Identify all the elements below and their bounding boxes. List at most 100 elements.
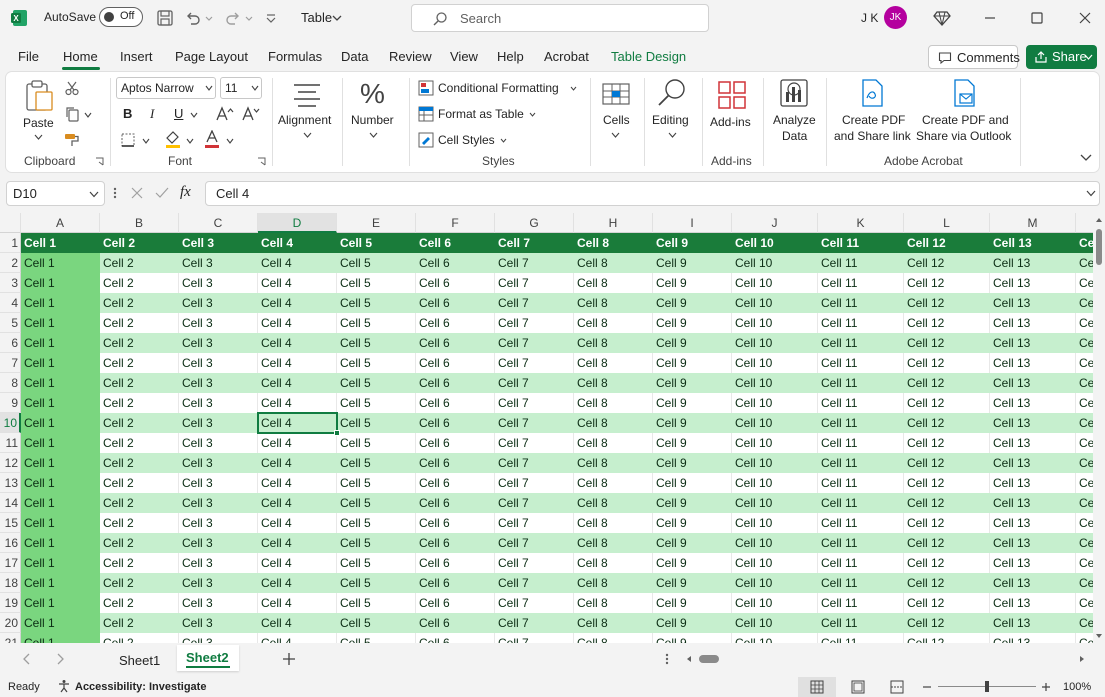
cut-icon[interactable] <box>64 80 80 96</box>
fill-handle[interactable] <box>334 430 340 436</box>
table-cell[interactable]: Cell 3 <box>179 373 258 393</box>
table-cell[interactable]: Cell 10 <box>732 513 818 533</box>
table-cell[interactable]: Cell 1 <box>21 353 100 373</box>
table-cell[interactable]: Cell 8 <box>574 333 653 353</box>
table-cell[interactable]: Cell 8 <box>574 473 653 493</box>
table-cell[interactable]: Cell 14 <box>1076 253 1093 273</box>
table-cell[interactable]: Cell 1 <box>21 333 100 353</box>
table-cell[interactable]: Cell 1 <box>21 513 100 533</box>
table-cell[interactable]: Cell 5 <box>337 253 416 273</box>
row-header[interactable]: 20 <box>0 613 21 633</box>
table-cell[interactable]: Cell 5 <box>337 353 416 373</box>
column-header-n[interactable]: N <box>1076 213 1093 233</box>
table-cell[interactable]: Cell 6 <box>416 473 495 493</box>
row-header[interactable]: 18 <box>0 573 21 593</box>
zoom-slider-thumb[interactable] <box>985 681 989 692</box>
table-cell[interactable]: Cell 5 <box>337 513 416 533</box>
table-cell[interactable]: Cell 7 <box>495 573 574 593</box>
increase-font-size-icon[interactable] <box>216 106 234 122</box>
table-cell[interactable]: Cell 11 <box>818 613 904 633</box>
table-header-cell[interactable]: Cell 12 <box>904 233 990 253</box>
table-cell[interactable]: Cell 10 <box>732 633 818 643</box>
tab-help[interactable]: Help <box>497 49 524 64</box>
table-cell[interactable]: Cell 5 <box>337 393 416 413</box>
column-header-f[interactable]: F <box>416 213 495 233</box>
editing-button[interactable]: Editing <box>650 76 696 148</box>
search-box[interactable]: Search <box>411 4 709 32</box>
table-cell[interactable]: Cell 4 <box>258 413 337 433</box>
table-cell[interactable]: Cell 9 <box>653 613 732 633</box>
table-cell[interactable]: Cell 1 <box>21 433 100 453</box>
table-cell[interactable]: Cell 10 <box>732 613 818 633</box>
table-cell[interactable]: Cell 12 <box>904 253 990 273</box>
table-header-cell[interactable]: Cell 14 <box>1076 233 1093 253</box>
table-cell[interactable]: Cell 8 <box>574 573 653 593</box>
autosave-toggle[interactable]: Off <box>99 7 143 27</box>
table-cell[interactable]: Cell 9 <box>653 253 732 273</box>
table-cell[interactable]: Cell 13 <box>990 473 1076 493</box>
table-cell[interactable]: Cell 8 <box>574 533 653 553</box>
column-header-k[interactable]: K <box>818 213 904 233</box>
table-cell[interactable]: Cell 12 <box>904 333 990 353</box>
row-header[interactable]: 13 <box>0 473 21 493</box>
table-cell[interactable]: Cell 12 <box>904 573 990 593</box>
table-header-cell[interactable]: Cell 13 <box>990 233 1076 253</box>
table-cell[interactable]: Cell 1 <box>21 373 100 393</box>
table-cell[interactable]: Cell 4 <box>258 533 337 553</box>
table-cell[interactable]: Cell 3 <box>179 473 258 493</box>
row-header[interactable]: 4 <box>0 293 21 313</box>
table-cell[interactable]: Cell 10 <box>732 333 818 353</box>
table-cell[interactable]: Cell 11 <box>818 513 904 533</box>
table-cell[interactable]: Cell 10 <box>732 553 818 573</box>
table-header-cell[interactable]: Cell 9 <box>653 233 732 253</box>
table-cell[interactable]: Cell 11 <box>818 493 904 513</box>
table-header-cell[interactable]: Cell 4 <box>258 233 337 253</box>
table-cell[interactable]: Cell 13 <box>990 633 1076 643</box>
close-icon[interactable] <box>1076 9 1094 27</box>
sheet-options-icon[interactable] <box>664 652 670 666</box>
undo-dropdown-icon[interactable] <box>204 9 214 27</box>
table-header-cell[interactable]: Cell 8 <box>574 233 653 253</box>
table-cell[interactable]: Cell 1 <box>21 273 100 293</box>
table-cell[interactable]: Cell 3 <box>179 433 258 453</box>
fill-color-icon[interactable] <box>164 130 182 148</box>
table-cell[interactable]: Cell 14 <box>1076 393 1093 413</box>
table-cell[interactable]: Cell 3 <box>179 513 258 533</box>
table-cell[interactable]: Cell 7 <box>495 553 574 573</box>
table-cell[interactable]: Cell 7 <box>495 433 574 453</box>
table-cell[interactable]: Cell 12 <box>904 593 990 613</box>
table-cell[interactable]: Cell 5 <box>337 313 416 333</box>
table-cell[interactable]: Cell 4 <box>258 333 337 353</box>
redo-dropdown-icon[interactable] <box>244 9 254 27</box>
table-cell[interactable]: Cell 12 <box>904 613 990 633</box>
table-cell[interactable]: Cell 6 <box>416 313 495 333</box>
table-cell[interactable]: Cell 13 <box>990 273 1076 293</box>
table-header-cell[interactable]: Cell 7 <box>495 233 574 253</box>
table-cell[interactable]: Cell 10 <box>732 413 818 433</box>
table-cell[interactable]: Cell 7 <box>495 633 574 643</box>
table-cell[interactable]: Cell 1 <box>21 553 100 573</box>
vertical-scrollbar[interactable] <box>1093 213 1105 643</box>
table-cell[interactable]: Cell 13 <box>990 453 1076 473</box>
tab-insert[interactable]: Insert <box>120 49 153 64</box>
table-header-cell[interactable]: Cell 10 <box>732 233 818 253</box>
table-cell[interactable]: Cell 14 <box>1076 533 1093 553</box>
table-cell[interactable]: Cell 9 <box>653 573 732 593</box>
table-cell[interactable]: Cell 4 <box>258 453 337 473</box>
row-header[interactable]: 7 <box>0 353 21 373</box>
table-cell[interactable]: Cell 14 <box>1076 313 1093 333</box>
table-header-cell[interactable]: Cell 1 <box>21 233 100 253</box>
row-header[interactable]: 11 <box>0 433 21 453</box>
table-cell[interactable]: Cell 9 <box>653 273 732 293</box>
table-cell[interactable]: Cell 13 <box>990 353 1076 373</box>
table-cell[interactable]: Cell 10 <box>732 533 818 553</box>
table-cell[interactable]: Cell 14 <box>1076 493 1093 513</box>
table-cell[interactable]: Cell 7 <box>495 513 574 533</box>
table-cell[interactable]: Cell 4 <box>258 473 337 493</box>
table-cell[interactable]: Cell 11 <box>818 293 904 313</box>
table-cell[interactable]: Cell 13 <box>990 333 1076 353</box>
tab-file[interactable]: File <box>18 49 39 64</box>
table-cell[interactable]: Cell 8 <box>574 593 653 613</box>
table-cell[interactable]: Cell 5 <box>337 433 416 453</box>
sheet-tab-sheet1[interactable]: Sheet1 <box>119 653 161 668</box>
